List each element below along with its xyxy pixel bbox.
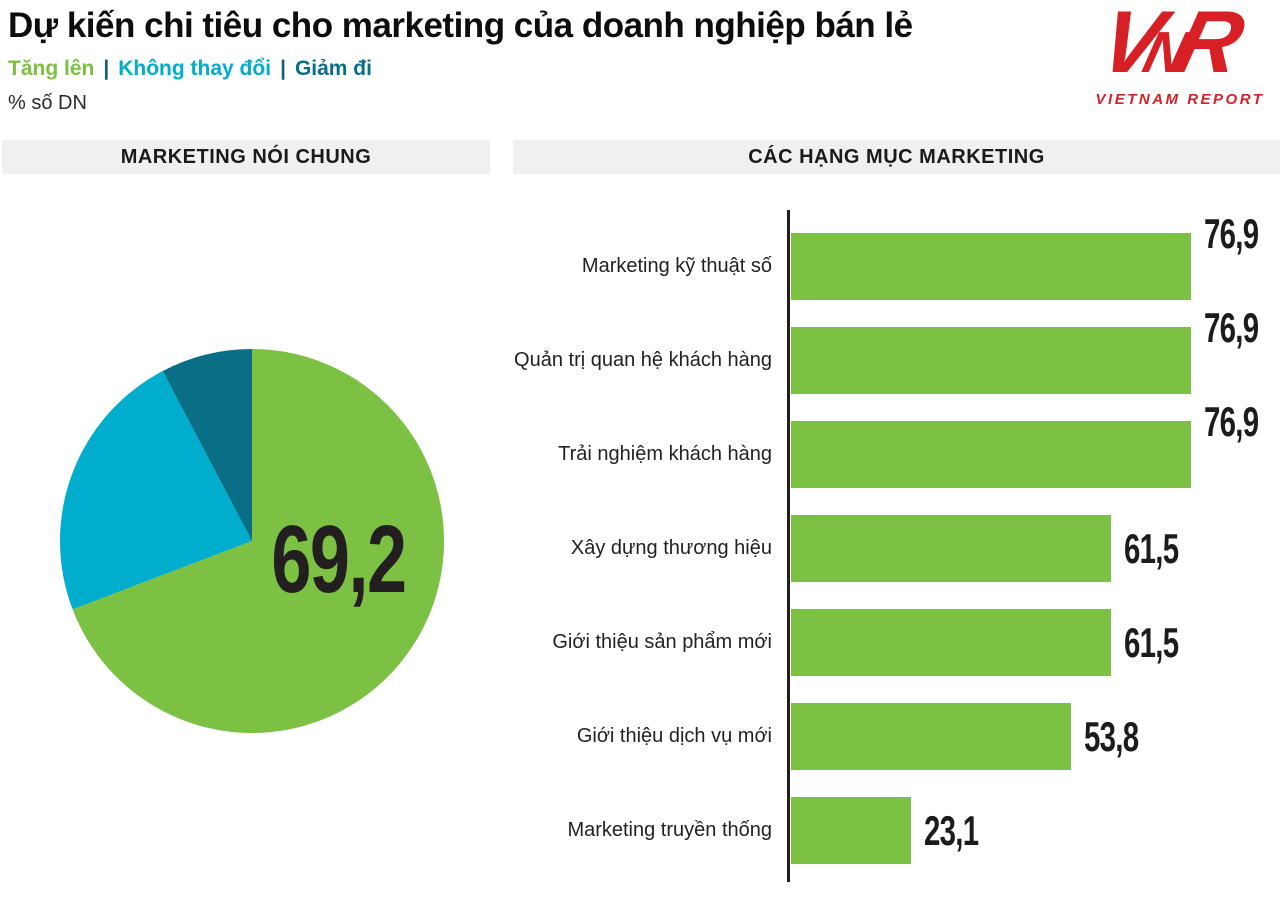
bar-value-label: 76,9: [1203, 397, 1259, 445]
page-title: Dự kiến chi tiêu cho marketing của doanh…: [8, 6, 913, 45]
bar-row: Xây dựng thương hiệu 61,5: [520, 515, 1280, 582]
unit-label: % số DN: [8, 92, 87, 114]
legend: Tăng lên | Không thay đổi | Giảm đi: [8, 57, 372, 81]
legend-separator: |: [103, 57, 110, 80]
svg-text:VNR: VNR: [1091, 2, 1254, 84]
bar-value-label: 53,8: [1083, 712, 1139, 760]
bar: [791, 515, 1111, 582]
pie-slice-0: [72, 349, 445, 733]
bar-category-label: Giới thiệu dịch vụ mới: [576, 725, 772, 747]
bar-category-label: Trải nghiệm khách hàng: [558, 443, 772, 465]
legend-label-0: Tăng lên: [8, 57, 95, 80]
bar-row: Giới thiệu dịch vụ mới 53,8: [520, 703, 1280, 770]
bar-category-label: Marketing kỹ thuật số: [581, 255, 772, 277]
bar-row: Giới thiệu sản phẩm mới 61,5: [520, 609, 1280, 676]
bar: [791, 421, 1191, 488]
bar-category-label: Xây dựng thương hiệu: [570, 537, 772, 559]
bar-row: Marketing kỹ thuật số 76,9: [520, 212, 1280, 300]
bar-value-label: 76,9: [1203, 303, 1259, 351]
bar: [791, 797, 912, 864]
bar-row: Trải nghiệm khách hàng 76,9: [520, 400, 1280, 488]
bar-row: Marketing truyền thống 23,1: [520, 797, 1280, 864]
section-header-general: MARKETING NÓI CHUNG: [2, 140, 490, 174]
bar: [791, 327, 1191, 394]
bar-axis-line: [787, 210, 790, 882]
legend-label-1: Không thay đổi: [118, 57, 272, 80]
legend-label-2: Giảm đi: [294, 57, 372, 80]
legend-separator: |: [280, 57, 286, 80]
logo-name: VIETNAM REPORT: [1095, 91, 1265, 108]
bar: [791, 703, 1071, 770]
vnr-logo: VNR VIETNAM REPORT: [1085, 0, 1275, 108]
bar-category-label: Giới thiệu sản phẩm mới: [552, 631, 772, 653]
bar-value-label: 23,1: [924, 806, 979, 854]
bar-value-label: 61,5: [1123, 524, 1179, 572]
bar-category-label: Marketing truyền thống: [567, 819, 772, 841]
bar-row: Quản trị quan hệ khách hàng 76,9: [514, 306, 1280, 394]
bar-value-label: 76,9: [1203, 209, 1259, 257]
pie-slice-1: [60, 371, 253, 610]
bar-value-label: 61,5: [1123, 618, 1179, 666]
bar-chart-rows: Marketing kỹ thuật số 76,9 Quản trị quan h…: [514, 212, 1280, 891]
pie-value-label: 69,2: [270, 506, 407, 613]
bar: [791, 609, 1111, 676]
pie-slice-2: [162, 349, 252, 541]
pie-chart: [60, 349, 445, 733]
vnr-logo-mark: VNR: [1091, 0, 1254, 91]
bar: [791, 233, 1191, 300]
section-header-categories: CÁC HẠNG MỤC MARKETING: [513, 140, 1280, 174]
bar-category-label: Quản trị quan hệ khách hàng: [514, 349, 772, 371]
